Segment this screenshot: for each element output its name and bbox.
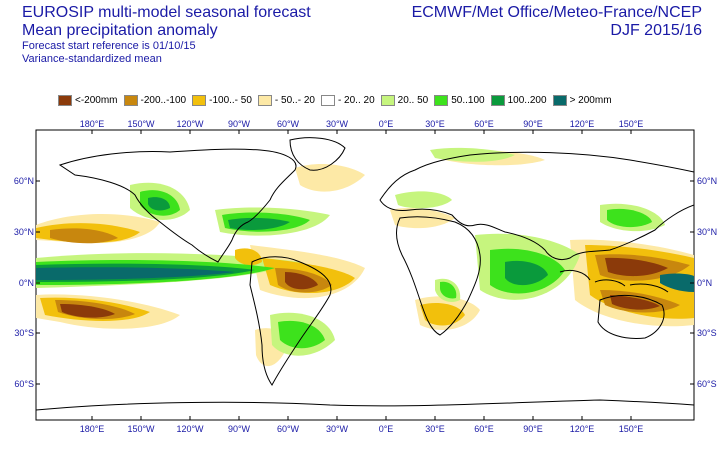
legend-swatch <box>257 94 272 106</box>
legend-item: 100..200 <box>490 94 547 106</box>
coast-maritime-continent <box>559 269 669 293</box>
lon-tick-label-top: 90°W <box>228 119 251 129</box>
color-legend: <-200mm -200..-100 -100..- 50 - 50..- 20 - 2… <box>58 93 618 107</box>
lon-tick-label-bottom: 90°E <box>523 424 543 434</box>
lat-tick-label-left: 30°S <box>14 328 34 338</box>
lon-tick-label-top: 60°E <box>474 119 494 129</box>
lat-tick-label-right: 30°N <box>697 227 717 237</box>
season-label: DJF 2015/16 <box>610 22 702 39</box>
lat-ticks-left: 60°N 30°N 0°N 30°S 60°S <box>14 176 40 389</box>
legend-swatch <box>552 94 567 106</box>
lon-tick-label-bottom: 60°E <box>474 424 494 434</box>
coast-australia <box>597 295 665 339</box>
legend-item: - 50..- 20 <box>257 94 315 106</box>
lon-tick-label-top: 180°E <box>80 119 105 129</box>
lat-tick-label-left: 30°N <box>14 227 34 237</box>
legend-item: -200..-100 <box>123 94 187 106</box>
legend-label: > 200mm <box>569 94 612 106</box>
lon-tick-label-bottom: 180°E <box>80 424 105 434</box>
legend-label: -100..- 50 <box>209 94 252 106</box>
lon-tick-label-top: 60°W <box>277 119 300 129</box>
legend-item: > 200mm <box>552 94 612 106</box>
forecast-reference: Forecast start reference is 01/10/15 <box>22 40 196 52</box>
coast-north-america <box>58 148 297 263</box>
lat-tick-label-right: 0°N <box>697 278 712 288</box>
lon-tick-label-top: 150°E <box>619 119 644 129</box>
lon-tick-label-bottom: 150°W <box>127 424 155 434</box>
legend-item: - 20.. 20 <box>320 94 375 106</box>
lon-tick-label-top: 120°E <box>570 119 595 129</box>
lon-tick-label-top: 30°W <box>326 119 349 129</box>
legend-label: - 50..- 20 <box>274 94 315 106</box>
mean-type: Variance-standardized mean <box>22 53 162 65</box>
legend-swatch <box>192 94 207 106</box>
coast-antarctica <box>36 399 694 411</box>
lon-tick-label-bottom: 120°W <box>176 424 204 434</box>
legend-item: 50..100 <box>434 94 485 106</box>
legend-swatch <box>490 94 505 106</box>
lon-tick-label-bottom: 30°W <box>326 424 349 434</box>
lon-tick-label-bottom: 90°W <box>228 424 251 434</box>
lon-tick-label-bottom: 60°W <box>277 424 300 434</box>
anomaly-extreme-dry <box>60 257 668 318</box>
lon-ticks-bottom: 180°E 150°W 120°W 90°W 60°W 30°W 0°E 30°E 60°E 90… <box>80 416 644 434</box>
legend-label: 100..200 <box>507 94 547 106</box>
legend-item: 20.. 50 <box>380 94 429 106</box>
coastlines <box>36 137 694 411</box>
lat-ticks-right: 60°N 30°N 0°N 30°S 60°S <box>690 176 717 389</box>
title-block: EUROSIP multi-model seasonal forecast Me… <box>22 4 311 66</box>
legend-label: -200..-100 <box>140 94 187 106</box>
lon-tick-label-bottom: 120°E <box>570 424 595 434</box>
anomaly-extreme-wet <box>36 267 694 292</box>
lon-tick-label-top: 120°W <box>176 119 204 129</box>
lat-tick-label-left: 60°N <box>14 176 34 186</box>
lat-tick-label-left: 0°N <box>19 278 34 288</box>
lon-tick-label-top: 150°W <box>127 119 155 129</box>
lon-tick-label-top: 0°E <box>379 119 394 129</box>
coast-eurasia <box>379 151 694 261</box>
legend-swatch <box>434 94 449 106</box>
lon-tick-label-top: 30°E <box>425 119 445 129</box>
legend-item: -100..- 50 <box>192 94 252 106</box>
legend-item: <-200mm <box>58 94 118 106</box>
coast-greenland <box>289 137 346 171</box>
legend-label: <-200mm <box>75 94 118 106</box>
legend-swatch <box>380 94 395 106</box>
lon-ticks-top: 180°E 150°W 120°W 90°W 60°W 30°W 0°E 30°E 60°E 90… <box>80 119 644 134</box>
legend-label: - 20.. 20 <box>337 94 375 106</box>
lon-tick-label-bottom: 150°E <box>619 424 644 434</box>
map-title: EUROSIP multi-model seasonal forecast <box>22 4 311 21</box>
lon-tick-label-top: 90°E <box>523 119 543 129</box>
lon-tick-label-bottom: 30°E <box>425 424 445 434</box>
lat-tick-label-right: 30°S <box>697 328 717 338</box>
lat-tick-label-left: 60°S <box>14 379 34 389</box>
legend-label: 50..100 <box>451 94 485 106</box>
lat-tick-label-right: 60°S <box>697 379 717 389</box>
coast-africa <box>396 216 481 336</box>
coast-south-america <box>249 256 332 386</box>
agencies-label: ECMWF/Met Office/Meteo-France/NCEP <box>411 4 702 21</box>
map-subtitle: Mean precipitation anomaly <box>22 22 218 39</box>
anomaly-fields <box>36 147 694 367</box>
lat-tick-label-right: 60°N <box>697 176 717 186</box>
legend-swatch <box>320 94 335 106</box>
lon-tick-label-bottom: 0°E <box>379 424 394 434</box>
source-block: ECMWF/Met Office/Meteo-France/NCEP DJF 2… <box>412 4 702 40</box>
legend-swatch <box>58 94 72 106</box>
legend-swatch <box>123 94 138 106</box>
legend-label: 20.. 50 <box>397 94 429 106</box>
